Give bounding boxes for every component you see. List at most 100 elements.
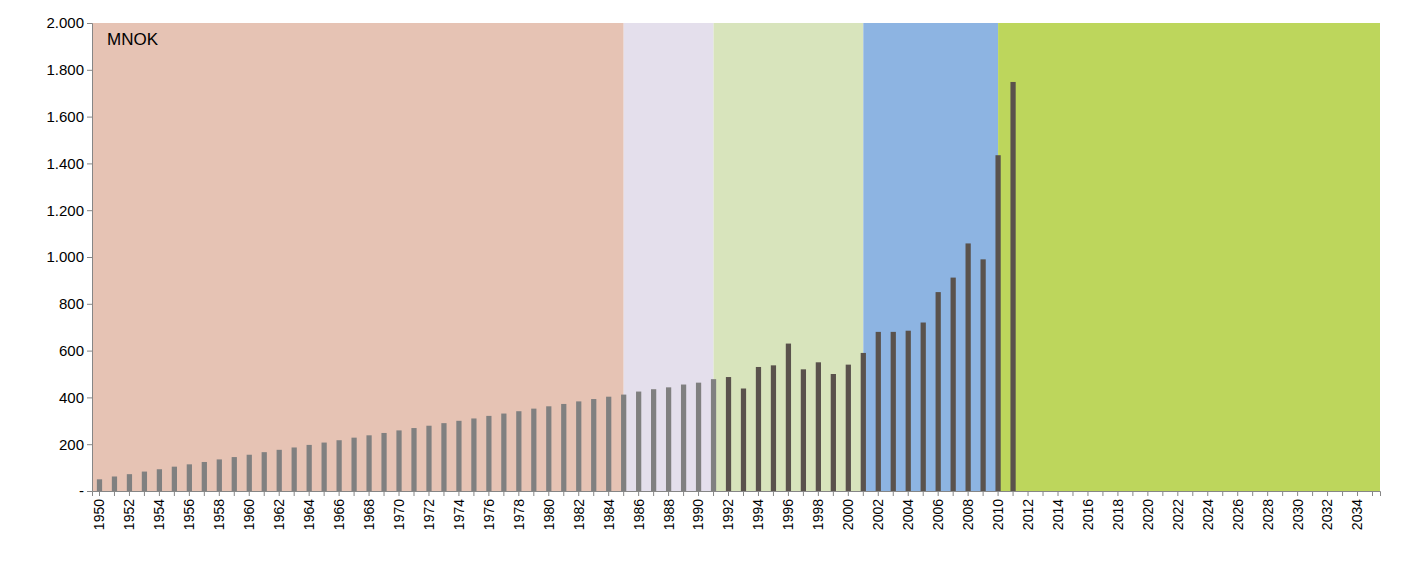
- x-tick: 1972: [421, 491, 437, 530]
- x-tick-label: 1968: [361, 499, 377, 530]
- x-tick: 2024: [1200, 491, 1216, 530]
- x-tick: 1986: [631, 491, 647, 530]
- x-tick-label: 1978: [511, 499, 527, 530]
- x-tick-mark: [698, 491, 699, 496]
- bar: [921, 323, 926, 491]
- x-tick-label: 1954: [151, 499, 167, 530]
- period-band: [863, 23, 998, 491]
- bar: [711, 379, 716, 491]
- x-tick-mark: [324, 491, 325, 496]
- x-tick: [473, 491, 474, 496]
- x-tick-label: 1950: [91, 499, 107, 530]
- x-tick-mark: [249, 491, 250, 496]
- x-tick-mark: [998, 491, 999, 496]
- bar: [456, 421, 461, 491]
- x-tick: 2014: [1050, 491, 1066, 530]
- x-tick: [174, 491, 175, 496]
- x-tick-label: 1972: [421, 499, 437, 530]
- y-tick-mark: [87, 351, 92, 352]
- y-tick-label: -: [79, 482, 84, 499]
- x-tick-mark: [369, 491, 370, 496]
- x-tick: 1962: [271, 491, 287, 530]
- x-tick: 2000: [840, 491, 856, 530]
- x-tick: 2030: [1290, 491, 1306, 530]
- x-tick-mark: [1013, 491, 1014, 496]
- bar: [501, 414, 506, 491]
- x-tick: [1072, 491, 1073, 496]
- x-tick-mark: [264, 491, 265, 496]
- x-tick-mark: [608, 491, 609, 496]
- x-tick: 1960: [241, 491, 257, 530]
- x-tick-label: 1952: [121, 499, 137, 530]
- x-tick-mark: [863, 491, 864, 496]
- x-tick: [1162, 491, 1163, 496]
- y-tick: 1.000: [46, 248, 92, 265]
- x-tick-label: 2008: [960, 499, 976, 530]
- bar: [801, 369, 806, 491]
- bar: [546, 406, 551, 491]
- bar: [351, 438, 356, 491]
- y-tick: 200: [59, 436, 92, 453]
- y-tick-label: 1.800: [46, 61, 84, 78]
- bar: [681, 385, 686, 491]
- bar: [771, 365, 776, 491]
- x-tick: [264, 491, 265, 496]
- bar: [846, 365, 851, 491]
- x-tick-mark: [294, 491, 295, 496]
- bar: [861, 353, 866, 491]
- x-tick-label: 2034: [1349, 499, 1365, 530]
- x-tick-mark: [1147, 491, 1148, 496]
- x-tick-mark: [743, 491, 744, 496]
- x-tick-label: 1976: [481, 499, 497, 530]
- x-tick: 2008: [960, 491, 976, 530]
- x-tick-mark: [1072, 491, 1073, 496]
- x-tick: [953, 491, 954, 496]
- x-tick-mark: [1357, 491, 1358, 496]
- x-tick-label: 1992: [720, 499, 736, 530]
- bar: [591, 399, 596, 491]
- x-tick-label: 2030: [1290, 499, 1306, 530]
- bar: [322, 443, 327, 491]
- x-tick: [1132, 491, 1133, 496]
- x-tick: [414, 491, 415, 496]
- x-tick: 2012: [1020, 491, 1036, 530]
- x-tick-label: 1996: [780, 499, 796, 530]
- x-tick: 2002: [870, 491, 886, 530]
- x-tick: 1990: [690, 491, 706, 530]
- x-tick-mark: [174, 491, 175, 496]
- x-tick: 1950: [91, 491, 107, 530]
- x-tick: [1013, 491, 1014, 496]
- y-axis: -2004006008001.0001.2001.4001.6001.8002.…: [46, 14, 92, 499]
- x-tick: [503, 491, 504, 496]
- bar: [127, 474, 132, 491]
- y-tick-label: 1.000: [46, 248, 84, 265]
- bar: [292, 447, 297, 491]
- x-tick: [833, 491, 834, 496]
- x-tick: 1954: [151, 491, 167, 530]
- x-tick: 1974: [451, 491, 467, 530]
- x-tick-mark: [968, 491, 969, 496]
- x-tick: [893, 491, 894, 496]
- x-tick: [1043, 491, 1044, 496]
- x-tick: 1966: [331, 491, 347, 530]
- bar: [157, 469, 162, 491]
- x-tick-mark: [938, 491, 939, 496]
- y-tick-label: 600: [59, 342, 84, 359]
- y-tick-label: 400: [59, 389, 84, 406]
- bar: [202, 462, 207, 491]
- x-tick-label: 2020: [1140, 499, 1156, 530]
- x-tick: 1956: [181, 491, 197, 530]
- bar: [816, 362, 821, 491]
- period-band: [714, 23, 864, 491]
- x-tick: 1968: [361, 491, 377, 530]
- y-tick: 1.800: [46, 61, 92, 78]
- x-tick: [923, 491, 924, 496]
- x-tick: [683, 491, 684, 496]
- x-tick-mark: [833, 491, 834, 496]
- bar: [786, 344, 791, 491]
- x-tick: [294, 491, 295, 496]
- x-tick: 2022: [1170, 491, 1186, 530]
- bar: [741, 389, 746, 491]
- x-tick: 1978: [511, 491, 527, 530]
- y-tick-mark: [87, 304, 92, 305]
